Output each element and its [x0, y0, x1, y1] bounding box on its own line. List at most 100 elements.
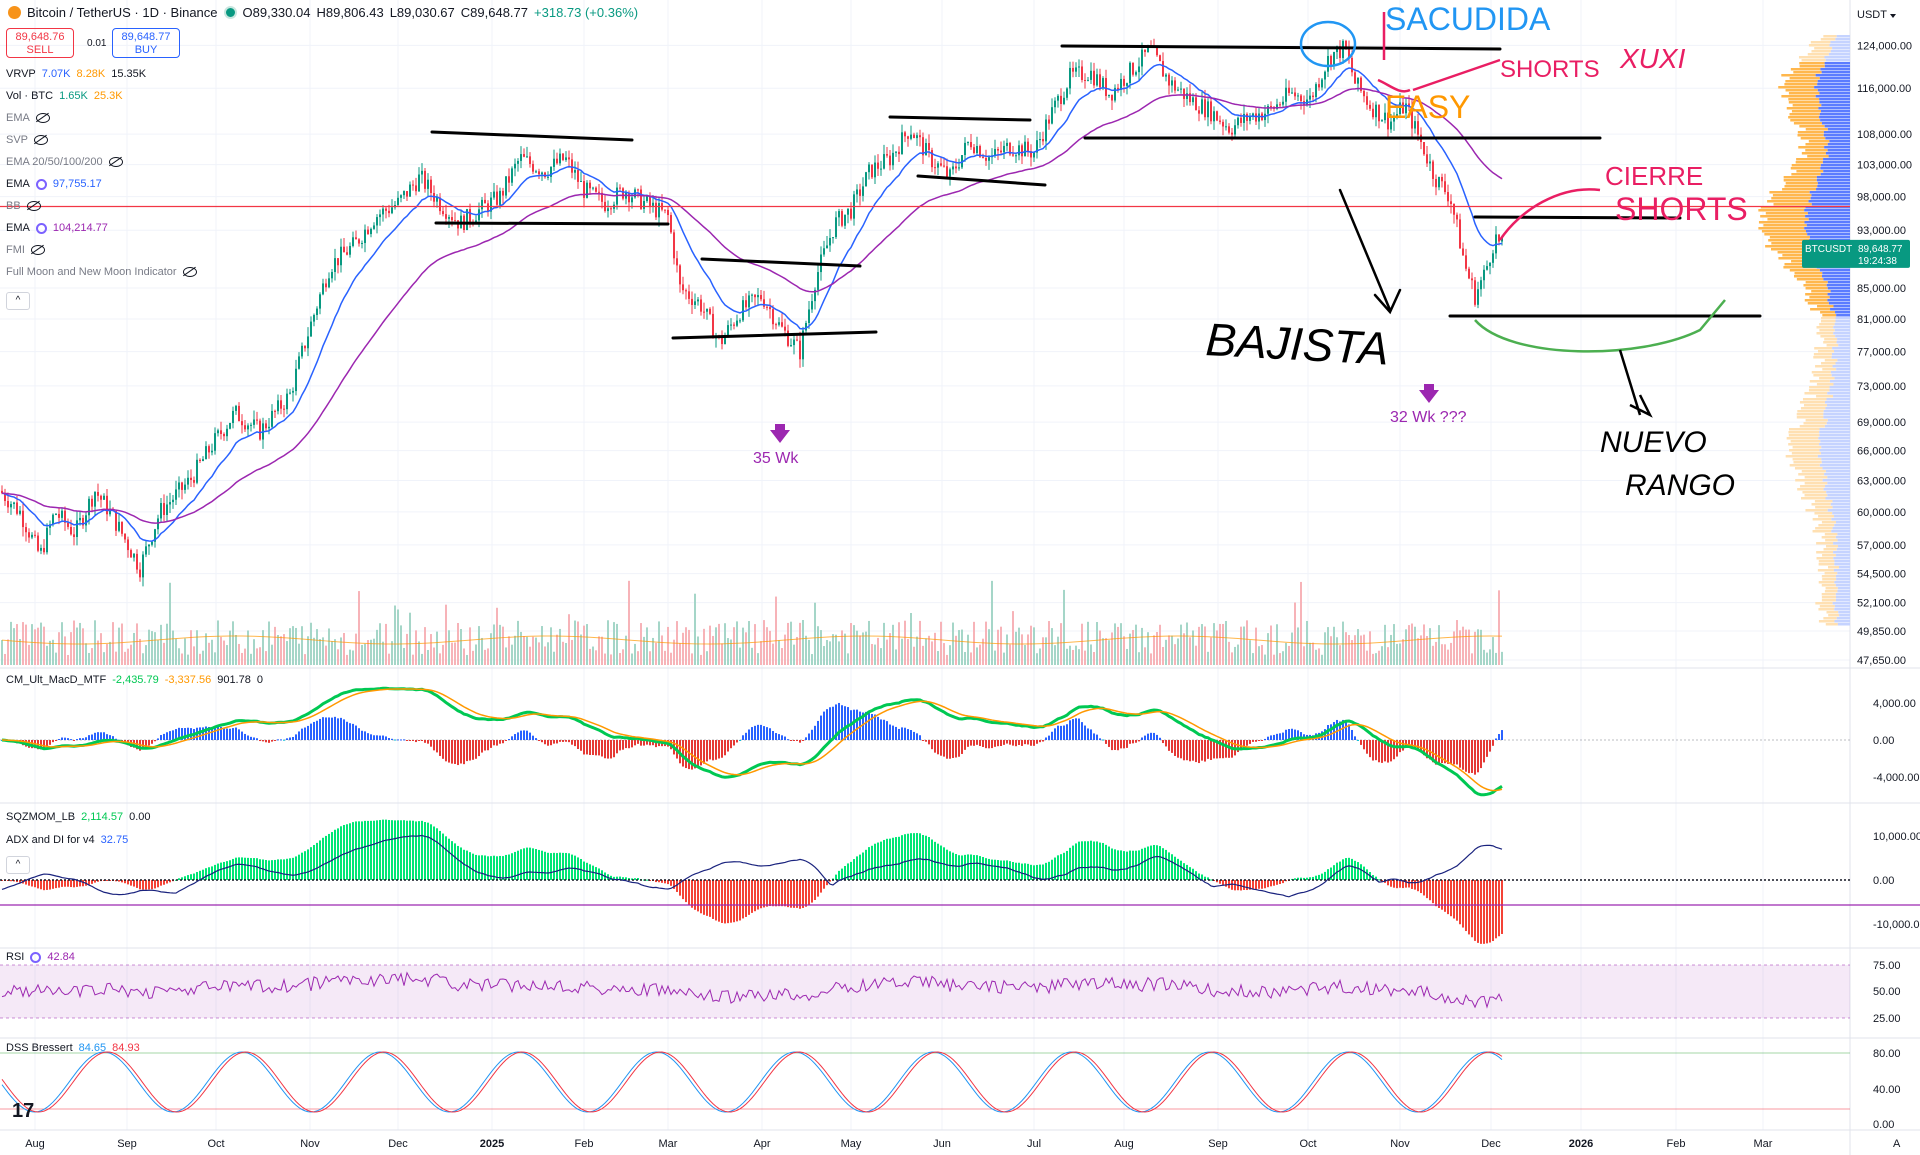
volume-profile-up: [1807, 302, 1829, 305]
candle-body: [1090, 70, 1092, 80]
volume-bar: [295, 627, 297, 665]
volume-profile-down: [1819, 98, 1850, 101]
indicator-0[interactable]: VRVP 7.07K 8.28K 15.35K: [6, 68, 146, 80]
eye-hidden-icon[interactable]: [108, 157, 123, 167]
volume-bar: [7, 639, 9, 665]
macd-histogram-bar: [1000, 740, 1002, 747]
volume-bar: [1261, 644, 1263, 665]
dss-title[interactable]: DSS Bressert: [6, 1042, 73, 1054]
sqz-bar: [31, 880, 33, 887]
collapse-legend-button[interactable]: ^: [6, 292, 30, 310]
volume-bar: [442, 644, 444, 665]
volume-profile-down: [1829, 44, 1850, 47]
volume-bar: [787, 622, 789, 665]
macd-histogram-bar: [226, 728, 228, 740]
volume-bar: [319, 639, 321, 665]
candle-body: [361, 243, 363, 245]
volume-profile-down: [1825, 152, 1850, 155]
volume-profile-down: [1832, 47, 1850, 50]
volume-profile-up: [1801, 470, 1826, 473]
volume-bar: [928, 635, 930, 665]
macd-title[interactable]: CM_Ult_MacD_MTF: [6, 674, 107, 686]
volume-bar: [1117, 626, 1119, 665]
candle-body: [322, 283, 324, 295]
volume-profile-down: [1808, 200, 1850, 203]
eye-hidden-icon[interactable]: [26, 201, 41, 211]
macd-histogram-bar: [475, 740, 477, 759]
indicator-2[interactable]: EMA: [6, 112, 50, 124]
sqz-bar: [151, 880, 153, 890]
macd-histogram-bar: [1423, 740, 1425, 756]
candle-body: [808, 309, 810, 324]
indicator-8[interactable]: FMI: [6, 244, 45, 256]
volume-bar: [1441, 644, 1443, 665]
sqz-bar: [1282, 880, 1284, 884]
macd-histogram-bar: [877, 716, 879, 740]
volume-bar: [1435, 641, 1437, 665]
macd-histogram-bar: [433, 740, 435, 751]
sqz-bar: [1093, 841, 1095, 880]
volume-profile-down: [1810, 197, 1850, 200]
macd-histogram-bar: [505, 740, 507, 741]
candle-body: [193, 479, 195, 483]
sqz-value-1: 2,114.57: [81, 811, 124, 823]
indicator-7[interactable]: EMA 104,214.77: [6, 222, 108, 234]
candle-body: [34, 534, 36, 536]
candle-body: [241, 421, 243, 426]
sqz-bar: [766, 880, 768, 907]
sqz-bar: [1468, 880, 1470, 935]
macd-histogram-bar: [1264, 738, 1266, 740]
eye-hidden-icon[interactable]: [182, 267, 197, 277]
volume-profile-down: [1832, 527, 1850, 530]
volume-bar: [1081, 623, 1083, 665]
macd-histogram-bar: [46, 740, 48, 748]
volume-profile-up: [1799, 65, 1825, 68]
candle-body: [238, 405, 240, 422]
volume-bar: [727, 638, 729, 665]
macd-histogram-bar: [403, 739, 405, 741]
candle-body: [757, 294, 759, 298]
candle-body: [1231, 132, 1233, 135]
candle-body: [136, 553, 138, 570]
candle-body: [25, 527, 27, 533]
macd-histogram-bar: [631, 740, 633, 748]
indicator-3[interactable]: SVP: [6, 134, 49, 146]
buy-button[interactable]: 89,648.77 BUY: [112, 28, 180, 58]
volume-bar: [412, 654, 414, 665]
macd-histogram-bar: [1003, 740, 1005, 745]
volume-bar: [562, 641, 564, 665]
volume-profile-up: [1823, 35, 1837, 38]
indicator-1[interactable]: Vol · BTC 1.65K 25.3K: [6, 90, 123, 102]
indicator-4[interactable]: EMA 20/50/100/200: [6, 156, 123, 168]
candle-body: [1480, 280, 1482, 290]
eye-hidden-icon[interactable]: [34, 135, 49, 145]
volume-profile-up: [1758, 227, 1805, 230]
sqz-bar: [334, 829, 336, 880]
indicator-5[interactable]: EMA 97,755.17: [6, 178, 102, 190]
indicator-9[interactable]: Full Moon and New Moon Indicator: [6, 266, 197, 278]
adx-title[interactable]: ADX and DI for v4: [6, 834, 95, 846]
indicator-6[interactable]: BB: [6, 200, 41, 212]
volume-profile-up: [1789, 77, 1820, 80]
volume-profile-down: [1835, 38, 1850, 41]
volume-bar: [1099, 630, 1101, 665]
pane-tick-label: 50.00: [1873, 986, 1901, 998]
candle-body: [793, 339, 795, 346]
tradingview-logo[interactable]: 17: [12, 1100, 35, 1122]
eye-hidden-icon[interactable]: [30, 245, 45, 255]
eye-hidden-icon[interactable]: [35, 113, 50, 123]
sell-button[interactable]: 89,648.76 SELL: [6, 28, 74, 58]
volume-profile-up: [1800, 407, 1826, 410]
rsi-title[interactable]: RSI: [6, 951, 25, 963]
collapse-sqz-button[interactable]: ^: [6, 856, 30, 874]
macd-histogram-bar: [985, 740, 987, 749]
sqz-title[interactable]: SQZMOM_LB: [6, 811, 76, 823]
volume-bar: [1174, 644, 1176, 665]
macd-histogram-bar: [325, 717, 327, 740]
volume-bar: [301, 626, 303, 665]
symbol-title[interactable]: Bitcoin / TetherUS · 1D · Binance: [27, 5, 218, 20]
candle-body: [1141, 49, 1143, 67]
volume-bar: [1381, 646, 1383, 665]
ema-lines: [1, 63, 1503, 542]
